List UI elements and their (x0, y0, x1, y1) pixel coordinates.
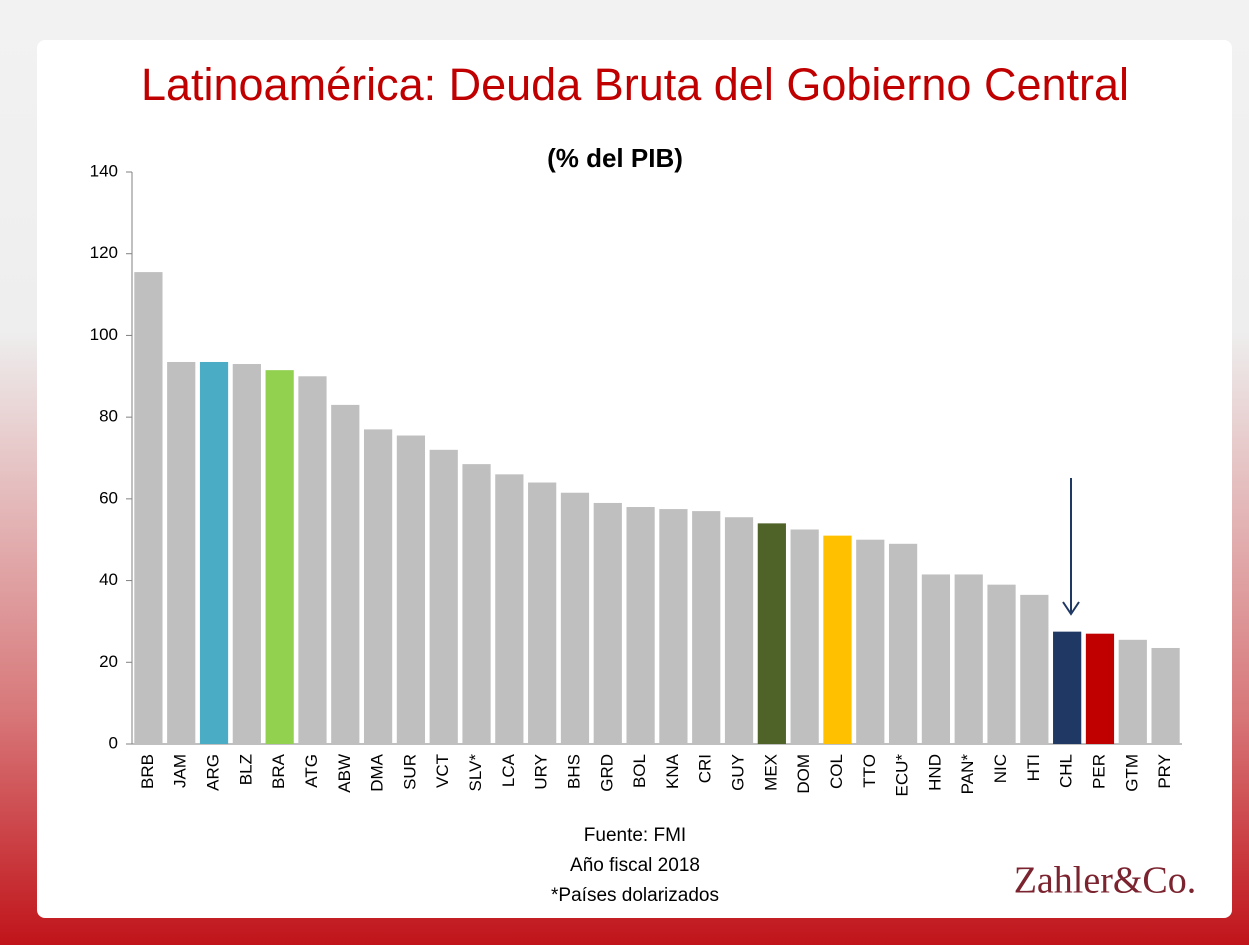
bar (560, 492, 590, 744)
x-tick-label: HND (925, 754, 944, 791)
y-tick-label: 140 (90, 161, 118, 180)
y-tick-label: 120 (90, 243, 118, 262)
bar (429, 449, 458, 744)
x-tick-label: DOM (794, 754, 813, 794)
x-tick-label: DMA (368, 753, 387, 791)
bar (757, 523, 786, 744)
bar (1020, 594, 1049, 744)
bar (462, 464, 491, 744)
x-tick-label: MEX (761, 754, 780, 791)
x-tick-label: PRY (1155, 754, 1174, 789)
chart-title: Latinoamérica: Deuda Bruta del Gobierno … (141, 59, 1129, 110)
bar (298, 376, 327, 744)
x-tick-label: BOL (630, 754, 649, 788)
x-tick-label: GRD (597, 754, 616, 792)
x-tick-label: TTO (860, 754, 879, 788)
bar (790, 529, 819, 744)
bar (626, 507, 655, 744)
bar (823, 535, 852, 744)
x-tick-label: HTI (1024, 754, 1043, 781)
y-tick-label: 40 (99, 570, 118, 589)
bar (856, 539, 885, 744)
x-tick-label: SUR (400, 754, 419, 790)
bar (593, 502, 622, 744)
x-tick-label: COL (827, 754, 846, 789)
note: Año fiscal 2018 (570, 855, 700, 876)
bar (331, 404, 360, 744)
bar (167, 361, 196, 744)
x-tick-label: JAM (171, 754, 190, 788)
bar (724, 517, 754, 744)
x-tick-label: ATG (302, 754, 321, 788)
x-tick-label: BRA (269, 753, 288, 789)
x-tick-label: BHS (564, 754, 583, 789)
bar (692, 511, 721, 744)
bar (1151, 647, 1180, 744)
y-tick-label: 20 (99, 652, 118, 671)
y-tick-label: 60 (99, 488, 118, 507)
x-tick-label: ABW (335, 754, 354, 793)
x-tick-label: LCA (499, 753, 518, 787)
plot: 0 20 40 60 80 100 120 140 BRB JAM ARG BLZ BRA ATG ABW D… (90, 161, 1182, 797)
bar (1118, 639, 1147, 744)
note: Fuente: FMI (584, 825, 686, 846)
logo: Zahler&Co. (1014, 860, 1197, 902)
bar (134, 272, 163, 744)
bar (363, 429, 393, 744)
bar (1053, 631, 1082, 744)
x-tick-label: GTM (1122, 754, 1141, 792)
bar (921, 574, 951, 744)
x-tick-label: CRI (696, 754, 715, 783)
x-tick-label: VCT (433, 754, 452, 788)
x-tick-label: BRB (138, 754, 157, 789)
bar (888, 543, 918, 744)
x-tick-label: NIC (991, 754, 1010, 783)
arrow-head (1062, 601, 1080, 616)
x-tick-label: SLV* (466, 754, 485, 792)
bar (528, 482, 557, 744)
x-tick-label: KNA (663, 753, 682, 789)
x-tick-label: PER (1089, 754, 1108, 789)
y-tick-label: 0 (109, 733, 118, 752)
bar (659, 509, 688, 744)
bar (987, 584, 1016, 744)
x-tick-label: BLZ (236, 754, 255, 785)
x-tick-label: ARG (204, 754, 223, 791)
y-tick-label: 80 (99, 407, 118, 426)
x-tick-label: ECU* (893, 754, 912, 797)
x-tick-label: CHL (1057, 754, 1076, 788)
x-tick-label: PAN* (958, 754, 977, 795)
bar (495, 474, 524, 744)
bar (954, 574, 983, 744)
bar (396, 435, 426, 744)
x-tick-label: GUY (729, 754, 748, 791)
bar (265, 370, 294, 744)
note: *Países dolarizados (551, 885, 719, 906)
y-tick-label: 100 (90, 325, 118, 344)
bar (1085, 633, 1115, 744)
bar (232, 364, 261, 744)
x-tick-label: URY (532, 754, 551, 790)
bar (199, 361, 229, 744)
chart-subtitle: (% del PIB) (547, 143, 683, 173)
